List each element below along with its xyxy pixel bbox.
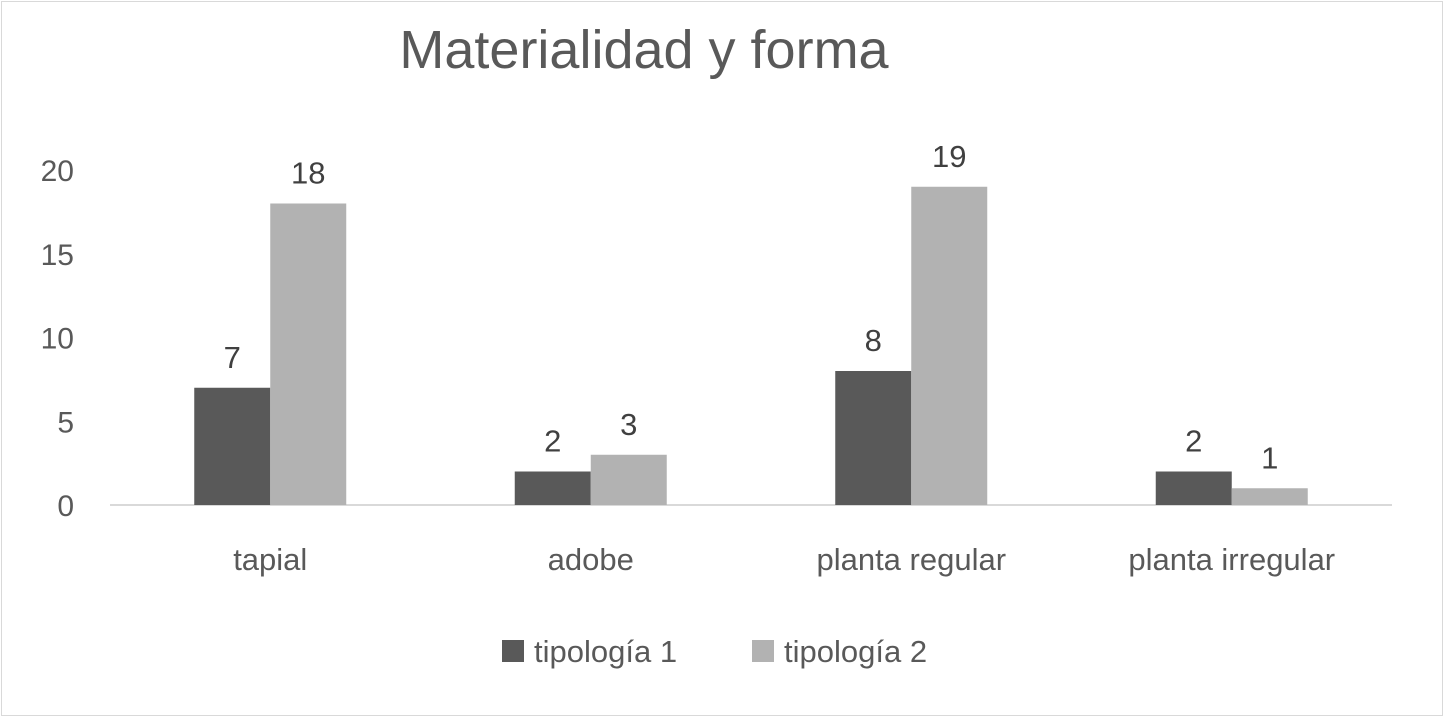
legend-swatch xyxy=(752,640,774,662)
data-label: 1 xyxy=(1261,440,1278,475)
bar xyxy=(1231,488,1308,505)
bars xyxy=(194,186,1308,505)
y-tick-label: 0 xyxy=(57,490,74,523)
x-axis: tapial adobe planta regular planta irregula… xyxy=(233,542,1335,577)
legend-label: tipología 1 xyxy=(534,634,677,669)
bar xyxy=(590,454,667,505)
chart-title: Materialidad y forma xyxy=(399,20,889,80)
data-label: 2 xyxy=(1185,424,1202,459)
bar xyxy=(514,471,591,505)
x-tick-label: planta regular xyxy=(816,542,1006,577)
data-label: 3 xyxy=(620,407,637,442)
y-tick-label: 5 xyxy=(57,406,74,439)
bar xyxy=(911,186,988,505)
legend-label: tipología 2 xyxy=(784,634,927,669)
y-tick-label: 20 xyxy=(41,155,74,188)
bar xyxy=(1155,471,1232,505)
legend: tipología 1 tipología 2 xyxy=(502,634,927,669)
bar xyxy=(835,371,912,505)
x-tick-label: tapial xyxy=(233,542,307,577)
bar xyxy=(270,203,347,505)
data-label: 19 xyxy=(932,139,966,174)
legend-swatch xyxy=(502,640,524,662)
y-axis: 0 5 10 15 20 xyxy=(41,155,74,523)
y-tick-label: 10 xyxy=(41,323,74,356)
data-label: 18 xyxy=(291,156,325,191)
y-tick-label: 15 xyxy=(41,239,74,272)
bar xyxy=(194,387,271,505)
x-tick-label: planta irregular xyxy=(1128,542,1335,577)
data-label: 2 xyxy=(544,424,561,459)
data-labels: 7 18 2 3 8 19 2 1 xyxy=(224,139,1279,476)
x-tick-label: adobe xyxy=(548,542,634,577)
data-label: 7 xyxy=(224,340,241,375)
data-label: 8 xyxy=(865,323,882,358)
